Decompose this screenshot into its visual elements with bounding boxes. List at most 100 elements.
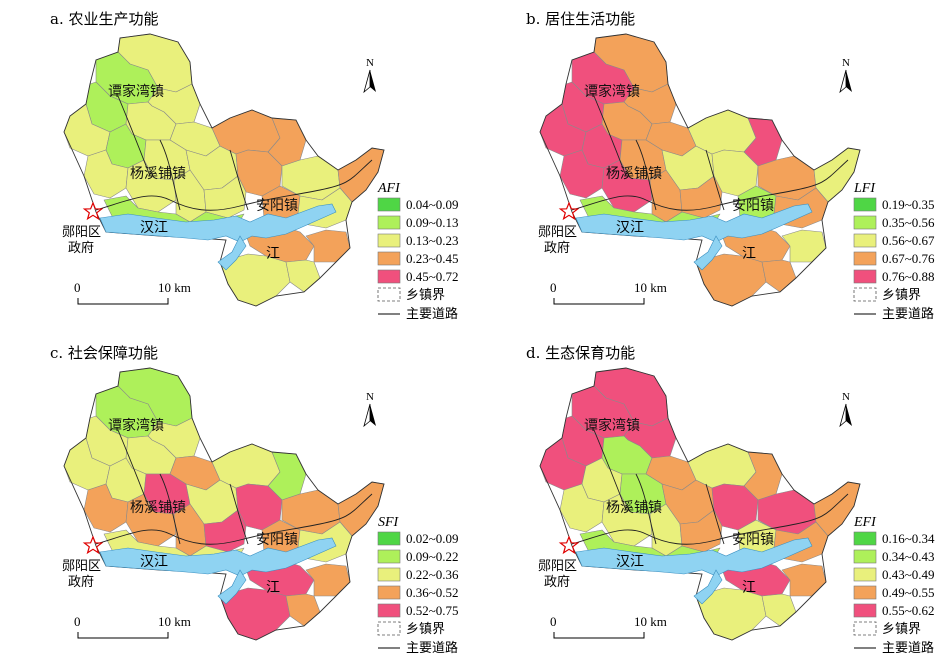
- legend-swatch-1: [853, 197, 877, 212]
- legend: EFI 0.16~0.34 0.34~0.43 0.43~0.49 0.49~0.55 0…: [853, 515, 935, 656]
- scale-zero: 0: [74, 280, 81, 295]
- label-hanjiang: 汉江: [140, 220, 168, 236]
- county-outline: [539, 33, 861, 307]
- north-label: N: [366, 57, 374, 69]
- road-line: [159, 139, 181, 211]
- label-jiang: 江: [266, 580, 280, 596]
- north-label: N: [842, 57, 850, 69]
- legend-class-5: 0.45~0.72: [406, 269, 459, 284]
- panel-title: d. 生态保育功能: [526, 344, 635, 362]
- label-gov-line1: 郧阳区: [538, 559, 577, 574]
- north-label: N: [366, 391, 374, 403]
- county-outline: [63, 33, 385, 307]
- road-line: [705, 483, 725, 545]
- label-hanjiang: 汉江: [140, 554, 168, 570]
- township-polygons: [539, 367, 861, 641]
- north-arrow-icon: N: [363, 391, 376, 428]
- label-gov-line2: 政府: [544, 575, 570, 590]
- label-jiang: 江: [742, 580, 756, 596]
- village-polygon-east-1: [687, 443, 757, 489]
- legend-swatch-5: [853, 269, 877, 284]
- scale-ten-km: 10 km: [158, 614, 191, 629]
- road-line: [635, 473, 657, 545]
- legend-township-swatch: [377, 287, 401, 302]
- label-yangxipu: 杨溪铺镇: [606, 166, 662, 182]
- road-line: [117, 95, 151, 177]
- legend-class-2: 0.09~0.13: [406, 215, 459, 230]
- village-polygon-east-1: [211, 109, 281, 155]
- government-star-icon: [82, 201, 104, 221]
- legend-swatch-4: [377, 251, 401, 266]
- legend-road-label: 主要道路: [882, 640, 934, 656]
- legend: SFI 0.02~0.09 0.09~0.22 0.22~0.36 0.36~0.52 0…: [377, 515, 459, 656]
- legend-township-label: 乡镇界: [406, 288, 445, 303]
- north-arrow-dark: [846, 70, 852, 92]
- legend-class-2: 0.09~0.22: [406, 549, 459, 564]
- scale-bar: 0 10 km: [74, 280, 191, 305]
- scale-bar-line: [553, 632, 645, 639]
- label-anyang: 安阳镇: [256, 532, 298, 548]
- hanjiang-river: [575, 203, 813, 243]
- legend: LFI 0.19~0.35 0.35~0.56 0.56~0.67 0.67~0.76 0…: [853, 181, 935, 322]
- legend-class-3: 0.13~0.23: [406, 233, 459, 248]
- label-hanjiang: 汉江: [616, 554, 644, 570]
- north-arrow-icon: N: [839, 57, 852, 94]
- north-arrow-light: [839, 403, 847, 428]
- road-line: [571, 493, 849, 545]
- scale-bar-line: [77, 632, 169, 639]
- north-arrow-dark: [370, 404, 376, 426]
- main-roads: [571, 429, 849, 545]
- scale-zero: 0: [550, 280, 557, 295]
- label-gov-line2: 政府: [68, 241, 94, 256]
- village-polygon-south-4: [761, 593, 797, 627]
- north-arrow-light: [363, 403, 371, 428]
- legend-class-4: 0.23~0.45: [406, 251, 459, 266]
- north-arrow-icon: N: [363, 57, 376, 94]
- label-anyang: 安阳镇: [256, 198, 298, 214]
- legend-township-label: 乡镇界: [882, 622, 921, 637]
- label-tanjiawan: 谭家湾镇: [584, 83, 640, 100]
- hanjiang-river-branch: [693, 569, 723, 605]
- label-anyang: 安阳镇: [732, 198, 774, 214]
- legend-swatch-3: [377, 567, 401, 582]
- legend-swatch-1: [853, 531, 877, 546]
- hanjiang-river-branch: [217, 569, 247, 605]
- panel-social-security: c. 社会保障功能 谭家湾镇 杨溪铺镇 安阳镇 汉江江 郧阳区 政府 0 10 km N SFI 0.…: [0, 334, 470, 664]
- main-roads: [571, 95, 849, 211]
- village-polygon-east-1: [211, 443, 281, 489]
- legend-swatch-1: [377, 197, 401, 212]
- county-outline: [539, 367, 861, 641]
- road-line: [705, 149, 725, 211]
- panel-title: a. 农业生产功能: [50, 10, 158, 28]
- scale-ten-km: 10 km: [634, 280, 667, 295]
- township-polygons: [63, 33, 385, 307]
- legend-township-swatch: [853, 287, 877, 302]
- label-gov-line1: 郧阳区: [62, 225, 101, 240]
- north-arrow-dark: [370, 70, 376, 92]
- scale-bar-line: [77, 298, 169, 305]
- road-line: [571, 159, 849, 211]
- village-polygon-east-1: [687, 109, 757, 155]
- road-line: [229, 483, 249, 545]
- legend-class-1: 0.04~0.09: [406, 197, 459, 212]
- label-yangxipu: 杨溪铺镇: [130, 166, 186, 182]
- road-line: [593, 429, 627, 511]
- north-arrow-light: [363, 69, 371, 94]
- label-yangxipu: 杨溪铺镇: [606, 500, 662, 516]
- legend-road-label: 主要道路: [406, 306, 458, 322]
- government-star-icon: [558, 201, 580, 221]
- legend-swatch-2: [377, 549, 401, 564]
- legend-swatch-5: [377, 603, 401, 618]
- label-jiang: 江: [742, 246, 756, 262]
- legend: AFI 0.04~0.09 0.09~0.13 0.13~0.23 0.23~0.45 0…: [377, 181, 459, 322]
- scale-zero: 0: [74, 614, 81, 629]
- village-polygon-south-4: [285, 259, 321, 293]
- legend-swatch-4: [853, 251, 877, 266]
- legend-class-4: 0.36~0.52: [406, 585, 459, 600]
- government-star-icon: [558, 535, 580, 555]
- legend-township-label: 乡镇界: [406, 622, 445, 637]
- panel-title: b. 居住生活功能: [526, 10, 635, 28]
